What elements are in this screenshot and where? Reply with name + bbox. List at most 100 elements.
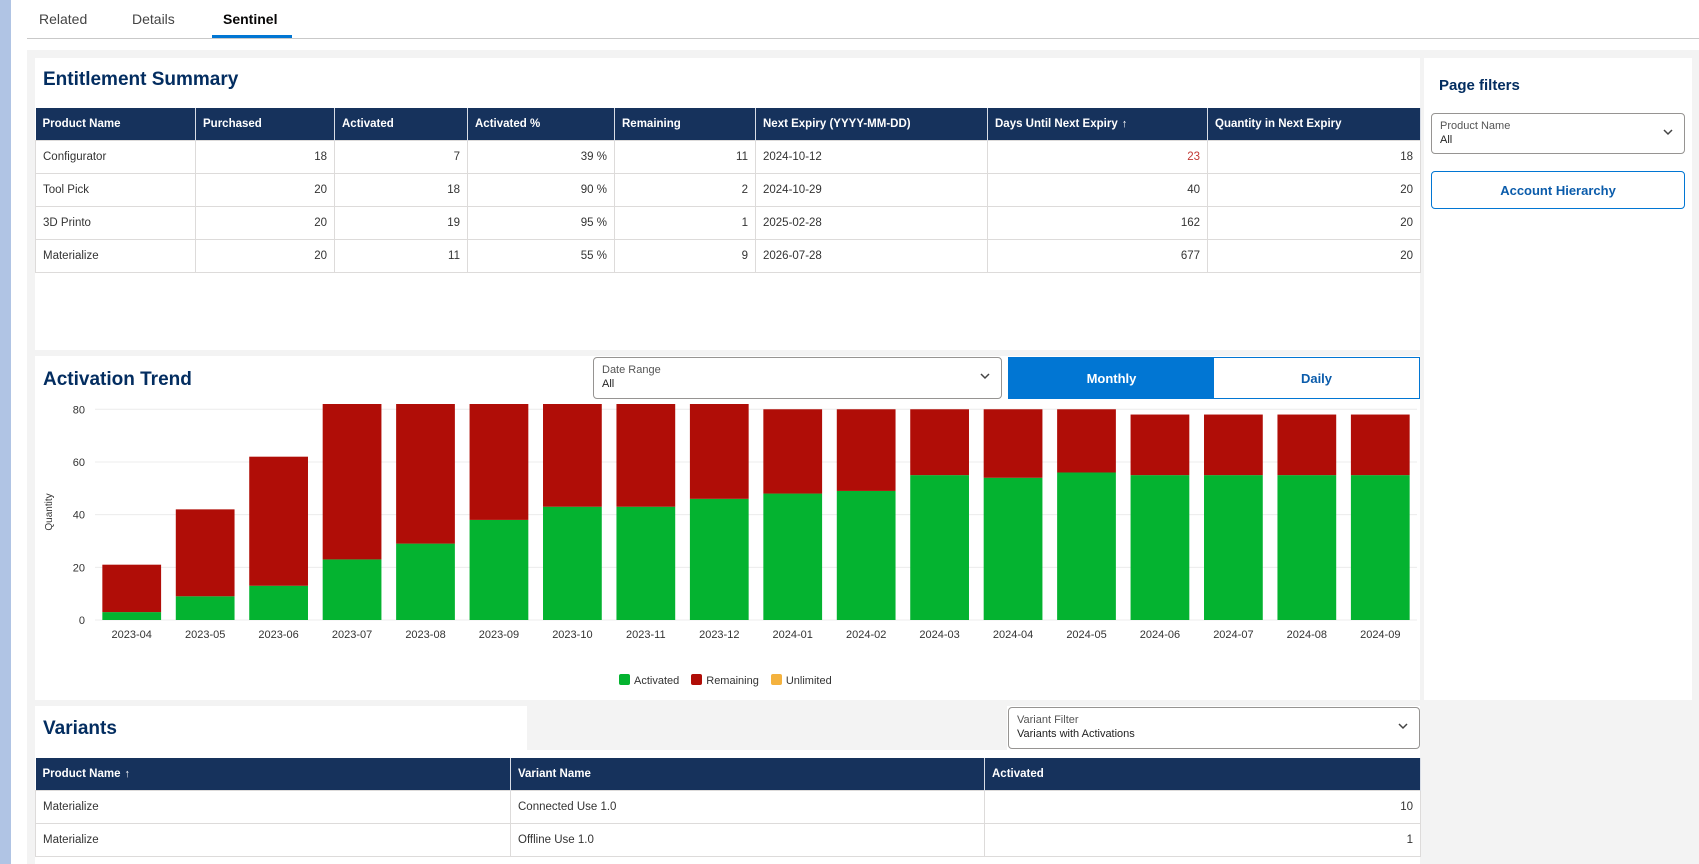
col-variant-product-name[interactable]: Product Name ↑ — [35, 758, 511, 790]
legend-item-unlimited[interactable]: Unlimited — [770, 674, 832, 687]
cell-purchased: 20 — [195, 172, 335, 207]
bar-activated-2024-09[interactable] — [1350, 475, 1410, 620]
bar-remaining-2023-11[interactable] — [616, 404, 676, 507]
x-tick-label: 2023-06 — [258, 629, 298, 641]
col-purchased[interactable]: Purchased — [195, 108, 335, 140]
product-filter-value: All — [1440, 134, 1453, 146]
bar-remaining-2024-05[interactable] — [1057, 409, 1116, 473]
cell-pct: 55 % — [467, 238, 615, 273]
cell-purchased: 20 — [195, 238, 335, 273]
bar-activated-2023-05[interactable] — [175, 596, 235, 620]
cell-activated: 18 — [334, 172, 468, 207]
x-tick-label: 2023-04 — [112, 629, 152, 641]
bar-remaining-2024-09[interactable] — [1350, 414, 1410, 476]
col-qty-next-expiry[interactable]: Quantity in Next Expiry — [1207, 108, 1421, 140]
x-tick-label: 2024-05 — [1066, 629, 1106, 641]
cell-remaining: 11 — [614, 139, 756, 174]
sort-asc-icon: ↑ — [1121, 117, 1128, 130]
bar-activated-2023-08[interactable] — [396, 543, 455, 620]
bar-activated-2024-03[interactable] — [910, 475, 969, 620]
bar-remaining-2023-10[interactable] — [543, 404, 602, 507]
tab-details[interactable]: Details — [132, 11, 175, 27]
table-row: Configurator 18 7 39 % 11 2024-10-12 23 18 — [35, 139, 1421, 174]
bar-remaining-2023-07[interactable] — [322, 404, 382, 560]
bar-activated-2023-04[interactable] — [102, 612, 162, 620]
variant-filter-select[interactable]: Variant Filter Variants with Activations — [1008, 707, 1420, 749]
product-filter-label: Product Name — [1440, 120, 1511, 132]
col-next-expiry[interactable]: Next Expiry (YYYY-MM-DD) — [755, 108, 988, 140]
bar-activated-2024-08[interactable] — [1277, 475, 1337, 620]
bar-remaining-2023-12[interactable] — [689, 404, 749, 499]
account-hierarchy-button[interactable]: Account Hierarchy — [1431, 171, 1685, 209]
bar-remaining-2024-01[interactable] — [763, 409, 823, 494]
legend-item-remaining[interactable]: Remaining — [691, 674, 759, 687]
left-rail — [0, 0, 11, 864]
bar-activated-2024-01[interactable] — [763, 493, 823, 620]
y-tick-label: 60 — [73, 457, 85, 469]
legend-swatch — [619, 674, 630, 685]
x-tick-label: 2024-09 — [1360, 629, 1400, 641]
col-days-until-expiry[interactable]: Days Until Next Expiry ↑ — [987, 108, 1208, 140]
x-tick-label: 2024-07 — [1213, 629, 1253, 641]
date-range-label: Date Range — [602, 364, 661, 376]
x-tick-label: 2024-08 — [1287, 629, 1327, 641]
monthly-button[interactable]: Monthly — [1009, 358, 1214, 398]
page-filters-panel — [1424, 58, 1692, 700]
bar-activated-2023-11[interactable] — [616, 506, 676, 620]
date-range-select[interactable]: Date Range All — [593, 357, 1002, 399]
bar-activated-2024-04[interactable] — [983, 477, 1043, 620]
col-variant-name[interactable]: Variant Name — [510, 758, 985, 790]
table-row: Materialize Offline Use 1.0 1 — [35, 822, 1421, 857]
bar-activated-2023-06[interactable] — [249, 585, 308, 620]
cell-days: 162 — [987, 205, 1208, 240]
x-tick-label: 2024-03 — [919, 629, 959, 641]
bar-activated-2024-06[interactable] — [1130, 475, 1190, 620]
bar-activated-2023-09[interactable] — [469, 519, 529, 620]
cell-qty: 20 — [1207, 238, 1421, 273]
x-tick-label: 2023-08 — [405, 629, 445, 641]
bar-activated-2024-05[interactable] — [1057, 472, 1116, 620]
cell-pct: 39 % — [467, 139, 615, 174]
daily-button[interactable]: Daily — [1214, 358, 1419, 398]
bar-remaining-2023-06[interactable] — [249, 456, 308, 586]
legend-swatch — [770, 674, 782, 685]
date-range-value: All — [602, 378, 615, 390]
cell-expiry: 2024-10-12 — [755, 139, 988, 174]
cell-activated: 11 — [334, 238, 468, 273]
bar-remaining-2024-04[interactable] — [983, 409, 1043, 478]
col-product-name[interactable]: Product Name — [35, 108, 196, 140]
tab-related[interactable]: Related — [39, 11, 88, 27]
bar-activated-2023-10[interactable] — [543, 506, 602, 620]
activation-trend-title: Activation Trend — [43, 369, 192, 390]
tab-sentinel[interactable]: Sentinel — [223, 11, 278, 27]
x-tick-label: 2024-06 — [1140, 629, 1180, 641]
legend-item-activated[interactable]: Activated — [619, 674, 679, 687]
cell-expiry: 2024-10-29 — [755, 172, 988, 207]
product-name-filter[interactable]: Product Name All — [1431, 113, 1685, 154]
cell-product: Materialize — [35, 789, 511, 824]
bar-activated-2023-07[interactable] — [322, 559, 382, 620]
bar-remaining-2024-02[interactable] — [836, 409, 896, 491]
bar-remaining-2024-06[interactable] — [1130, 414, 1190, 476]
cell-days: 677 — [987, 238, 1208, 273]
bar-remaining-2023-09[interactable] — [469, 404, 529, 520]
bar-activated-2024-07[interactable] — [1204, 475, 1263, 620]
col-remaining[interactable]: Remaining — [614, 108, 756, 140]
bar-remaining-2023-05[interactable] — [175, 509, 235, 597]
bar-activated-2023-12[interactable] — [689, 498, 749, 620]
col-variant-activated[interactable]: Activated — [984, 758, 1421, 790]
col-activated-pct[interactable]: Activated % — [467, 108, 615, 140]
entitlement-header-row: Product Name Purchased Activated Activat… — [35, 108, 1421, 140]
col-activated[interactable]: Activated — [334, 108, 468, 140]
bar-remaining-2024-08[interactable] — [1277, 414, 1337, 476]
entitlement-table: Product Name Purchased Activated Activat… — [35, 108, 1421, 273]
x-tick-label: 2023-07 — [332, 629, 372, 641]
bar-remaining-2024-07[interactable] — [1204, 414, 1263, 476]
cell-remaining: 1 — [614, 205, 756, 240]
variants-title: Variants — [43, 718, 117, 739]
bar-remaining-2023-08[interactable] — [396, 404, 455, 544]
bar-remaining-2023-04[interactable] — [102, 564, 162, 613]
cell-expiry: 2025-02-28 — [755, 205, 988, 240]
bar-remaining-2024-03[interactable] — [910, 409, 969, 476]
bar-activated-2024-02[interactable] — [836, 490, 896, 620]
